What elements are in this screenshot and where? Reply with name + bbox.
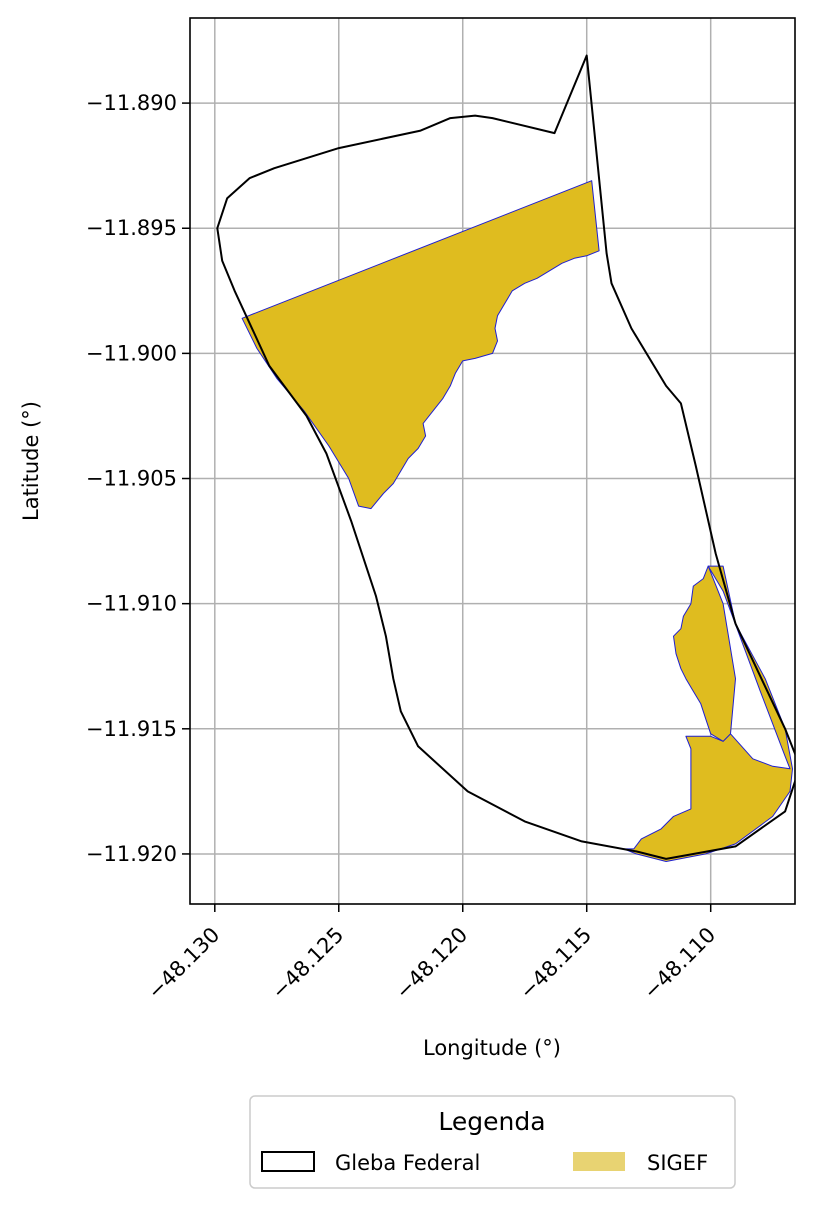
y-axis-label: Latitude (°) [19, 401, 43, 521]
x-axis-label: Longitude (°) [423, 1036, 561, 1060]
sigef-layer [241, 180, 793, 862]
y-tick-label: −11.900 [86, 341, 177, 365]
sigef-parcel [623, 565, 793, 862]
y-tick-label: −11.905 [86, 467, 177, 491]
sigef-parcel [673, 565, 736, 742]
legend: Legenda Gleba Federal SIGEF [249, 1095, 736, 1189]
plot-frame [189, 17, 796, 905]
y-axis-ticks: −11.890 −11.895 −11.900 −11.905 −11.910 −11.9… [86, 91, 190, 866]
y-tick-label: −11.920 [86, 842, 177, 866]
legend-label-gleba-federal: Gleba Federal [335, 1151, 480, 1175]
y-tick-label: −11.910 [86, 592, 177, 616]
gleba-federal-layer [216, 54, 795, 860]
y-tick-label: −11.915 [86, 717, 177, 741]
legend-swatch-gleba-federal [261, 1151, 315, 1172]
legend-swatch-sigef [573, 1152, 625, 1171]
y-tick-label: −11.895 [86, 216, 177, 240]
sigef-parcel [241, 180, 600, 510]
y-tick-label: −11.890 [86, 91, 177, 115]
gleba-federal-boundary [216, 54, 795, 860]
legend-label-sigef: SIGEF [647, 1151, 708, 1175]
legend-title: Legenda [438, 1107, 545, 1136]
